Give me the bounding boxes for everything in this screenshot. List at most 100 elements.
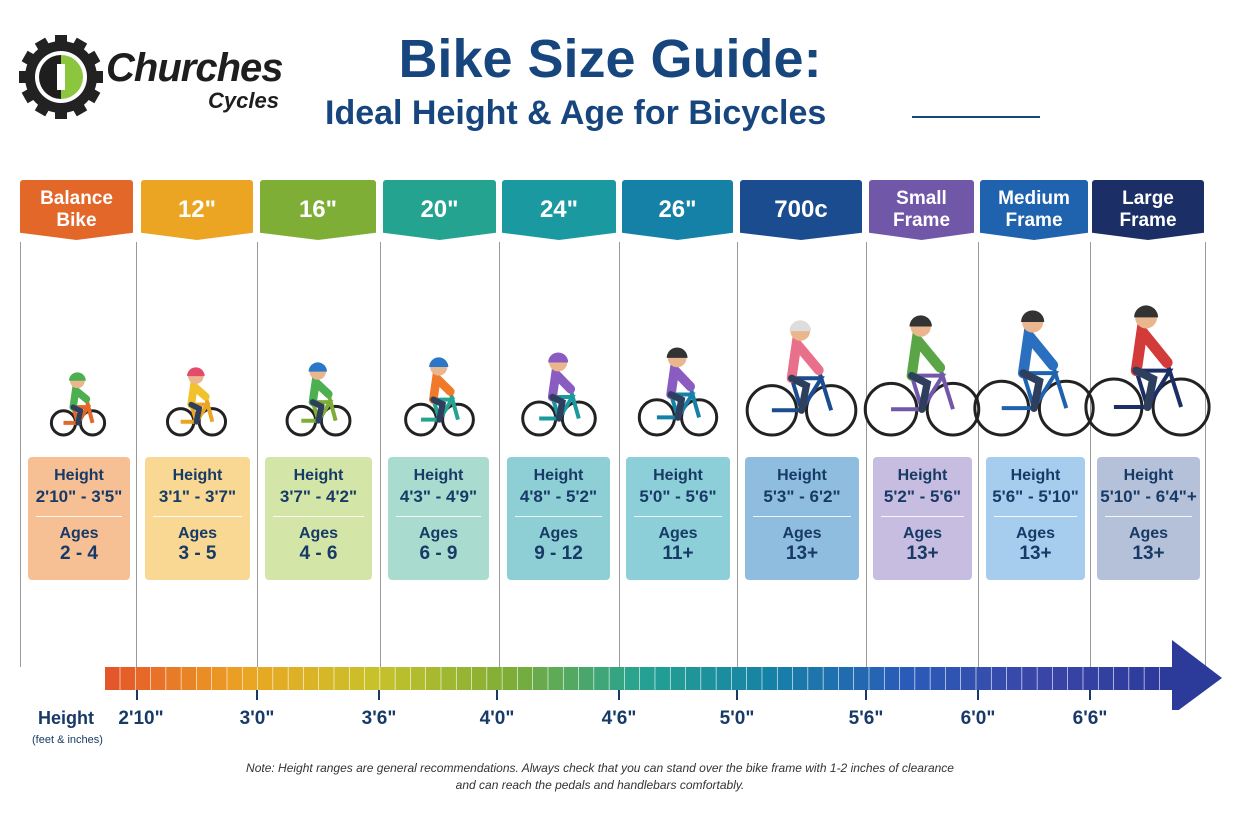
scale-segment — [288, 667, 304, 690]
bike-rider-icon — [1084, 305, 1211, 437]
size-card: Height 5'0" - 5'6" Ages 11+ — [626, 457, 730, 580]
column-header: Small Frame — [869, 180, 974, 240]
scale-segment — [808, 667, 823, 690]
note-line-2: and can reach the pedals and handlebars … — [455, 778, 745, 792]
column-divider — [1205, 242, 1206, 667]
logo-subname: Cycles — [208, 88, 279, 113]
bike-rider-icon — [285, 362, 352, 437]
size-card: Height 4'3" - 4'9" Ages 6 - 9 — [388, 457, 489, 580]
gear-logo-icon — [19, 35, 103, 119]
bike-rider-icon — [973, 310, 1095, 437]
scale-segment — [181, 667, 197, 690]
column-header: 20" — [383, 180, 496, 240]
card-separator — [515, 516, 602, 517]
height-range: 5'6" - 5'10" — [992, 487, 1079, 506]
bike-rider-icon — [165, 367, 228, 437]
height-label: Height — [897, 467, 948, 484]
card-separator — [753, 516, 851, 517]
scale-segment — [1144, 667, 1160, 690]
height-range: 4'3" - 4'9" — [399, 487, 478, 506]
scale-segment — [242, 667, 258, 690]
scale-segment — [670, 667, 686, 690]
scale-segment — [976, 667, 991, 690]
scale-segment — [578, 667, 594, 690]
bike-rider-icon — [49, 372, 107, 437]
column-divider — [380, 242, 381, 667]
height-range: 3'1" - 3'7" — [158, 487, 237, 506]
ages-label: Ages — [1015, 525, 1056, 542]
scale-tick-label: 3'0" — [239, 708, 275, 729]
scale-segment — [212, 667, 227, 690]
scale-segment — [471, 667, 487, 690]
scale-segment — [731, 667, 747, 690]
scale-tick-label: 3'6" — [361, 708, 397, 729]
column-header: 12" — [141, 180, 253, 240]
height-range: 5'3" - 6'2" — [763, 487, 841, 506]
scale-segment — [273, 667, 288, 690]
scale-segment — [1052, 667, 1068, 690]
scale-tick-label: 4'0" — [479, 708, 515, 729]
column-label: Small Frame — [892, 188, 951, 231]
scale-segment — [869, 667, 884, 690]
scale-segment — [1037, 667, 1053, 690]
scale-segment — [410, 667, 426, 690]
scale-tick-label: 2'10" — [118, 708, 164, 729]
size-card: Height 4'8" - 5'2" Ages 9 - 12 — [507, 457, 610, 580]
scale-segment — [426, 667, 441, 690]
card-separator — [881, 516, 964, 517]
scale-segment — [533, 667, 548, 690]
column-header: 700c — [740, 180, 862, 240]
scale-segment — [349, 667, 365, 690]
page-subtitle: Ideal Height & Age for Bicycles — [325, 94, 827, 132]
height-label: Height — [172, 467, 223, 484]
height-range: 2'10" - 3'5" — [35, 487, 123, 506]
ages-label: Ages — [177, 525, 218, 542]
scale-arrow-icon — [1172, 640, 1222, 710]
column-label: 26" — [658, 196, 697, 223]
scale-segment — [594, 667, 609, 690]
column-divider — [978, 242, 979, 667]
ages-range: 3 - 5 — [178, 543, 217, 564]
scale-segment — [227, 667, 242, 690]
card-separator — [994, 516, 1077, 517]
scale-segment — [1083, 667, 1098, 690]
ages-label: Ages — [59, 525, 99, 542]
scale-segment — [1006, 667, 1022, 690]
ages-label: Ages — [298, 525, 339, 542]
scale-segment — [655, 667, 670, 690]
card-separator — [1105, 516, 1192, 517]
scale-segment — [945, 667, 961, 690]
scale-segment — [257, 667, 273, 690]
scale-segment — [899, 667, 915, 690]
height-label: Height — [533, 467, 584, 484]
height-label: Height — [413, 467, 464, 484]
column-header: 24" — [502, 180, 616, 240]
card-separator — [153, 516, 242, 517]
column-header: Medium Frame — [980, 180, 1088, 240]
logo: Churches Cycles — [18, 32, 314, 120]
note-line-1: Note: Height ranges are general recommen… — [246, 761, 954, 775]
scale-segment — [319, 667, 334, 690]
scale-segment — [120, 667, 135, 690]
height-range: 5'2" - 5'6" — [883, 487, 962, 506]
scale-segment — [792, 667, 808, 690]
height-label: Height — [653, 467, 703, 484]
size-card: Height 3'1" - 3'7" Ages 3 - 5 — [145, 457, 250, 580]
height-range: 5'10" - 6'4"+ — [1100, 487, 1197, 506]
scale-segment — [609, 667, 625, 690]
ages-label: Ages — [538, 525, 579, 542]
column-label: Large Frame — [1119, 188, 1177, 231]
bike-rider-icon — [521, 352, 597, 437]
column-divider — [737, 242, 738, 667]
bike-rider-icon — [863, 315, 981, 437]
scale-segment — [1159, 667, 1175, 690]
scale-segment — [685, 667, 701, 690]
scale-segment — [517, 667, 533, 690]
height-label: Height — [1010, 467, 1061, 484]
scale-segment — [823, 667, 839, 690]
column-divider — [20, 242, 21, 667]
scale-segment — [166, 667, 181, 690]
card-separator — [273, 516, 364, 517]
column-header: 26" — [622, 180, 733, 240]
